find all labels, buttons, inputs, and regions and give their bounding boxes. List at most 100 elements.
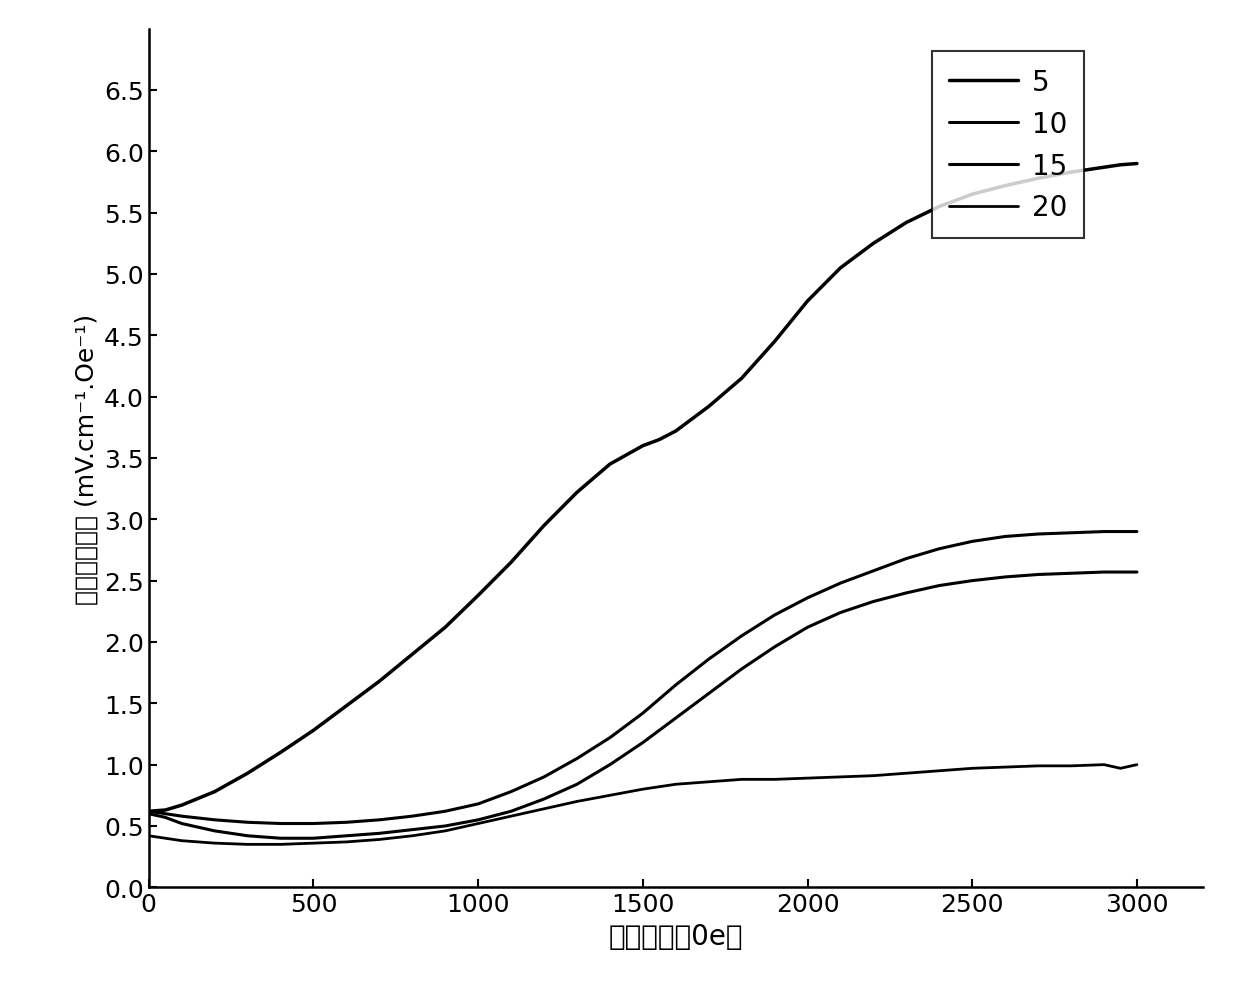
5 (537, 520, 552, 531)
X-axis label: 磁场强度（0e）: 磁场强度（0e） (609, 922, 743, 950)
5 (404, 649, 419, 661)
10 (768, 609, 782, 621)
20 (800, 772, 815, 784)
5 (141, 806, 156, 817)
15 (734, 664, 749, 675)
15 (899, 588, 914, 599)
10 (339, 816, 353, 828)
10 (1130, 527, 1145, 538)
15 (471, 814, 486, 826)
20 (273, 838, 288, 850)
20 (471, 817, 486, 829)
20 (569, 796, 584, 808)
5 (635, 441, 650, 453)
10 (306, 817, 321, 829)
15 (503, 806, 518, 817)
15 (207, 825, 222, 837)
20 (866, 770, 880, 782)
20 (404, 830, 419, 842)
20 (734, 774, 749, 786)
5 (932, 201, 947, 213)
15 (306, 832, 321, 844)
10 (207, 814, 222, 826)
5 (175, 800, 190, 811)
5 (800, 296, 815, 308)
10 (569, 753, 584, 765)
10 (503, 786, 518, 798)
5 (306, 725, 321, 737)
20 (899, 767, 914, 779)
15 (800, 622, 815, 634)
Line: 5: 5 (149, 165, 1137, 811)
5 (569, 487, 584, 499)
5 (684, 413, 699, 425)
10 (866, 565, 880, 577)
20 (157, 832, 172, 844)
10 (800, 593, 815, 604)
20 (1130, 759, 1145, 771)
5 (1030, 174, 1045, 185)
5 (833, 262, 848, 274)
10 (899, 553, 914, 565)
15 (998, 572, 1013, 584)
15 (635, 737, 650, 748)
10 (157, 808, 172, 819)
20 (965, 762, 980, 774)
Line: 15: 15 (149, 573, 1137, 838)
Legend: 5, 10, 15, 20: 5, 10, 15, 20 (932, 52, 1084, 239)
15 (537, 794, 552, 806)
20 (438, 825, 453, 837)
10 (438, 806, 453, 817)
10 (965, 536, 980, 548)
20 (207, 837, 222, 849)
20 (998, 761, 1013, 773)
5 (339, 700, 353, 712)
5 (438, 622, 453, 634)
15 (1064, 568, 1079, 580)
10 (1064, 528, 1079, 539)
10 (668, 679, 683, 691)
5 (998, 180, 1013, 192)
5 (1130, 159, 1145, 171)
Line: 10: 10 (149, 532, 1137, 823)
5 (157, 805, 172, 816)
15 (404, 824, 419, 836)
15 (1030, 569, 1045, 581)
15 (175, 817, 190, 829)
10 (998, 531, 1013, 543)
10 (702, 654, 717, 666)
5 (965, 189, 980, 201)
5 (603, 458, 618, 470)
10 (404, 810, 419, 822)
15 (438, 820, 453, 832)
5 (1064, 167, 1079, 178)
5 (702, 401, 717, 413)
5 (668, 426, 683, 438)
5 (241, 767, 255, 779)
5 (1114, 160, 1128, 172)
5 (652, 434, 667, 446)
20 (306, 837, 321, 849)
15 (372, 827, 387, 839)
20 (702, 776, 717, 788)
20 (635, 784, 650, 796)
10 (1096, 527, 1111, 538)
10 (603, 732, 618, 743)
10 (537, 771, 552, 783)
20 (833, 771, 848, 783)
15 (141, 808, 156, 819)
5 (503, 557, 518, 569)
15 (965, 575, 980, 587)
20 (1114, 762, 1128, 774)
20 (1030, 760, 1045, 772)
10 (471, 798, 486, 810)
Line: 20: 20 (149, 765, 1137, 844)
5 (273, 746, 288, 758)
20 (537, 803, 552, 814)
20 (768, 774, 782, 786)
10 (175, 810, 190, 822)
5 (372, 675, 387, 687)
20 (1064, 760, 1079, 772)
20 (241, 838, 255, 850)
20 (372, 834, 387, 846)
